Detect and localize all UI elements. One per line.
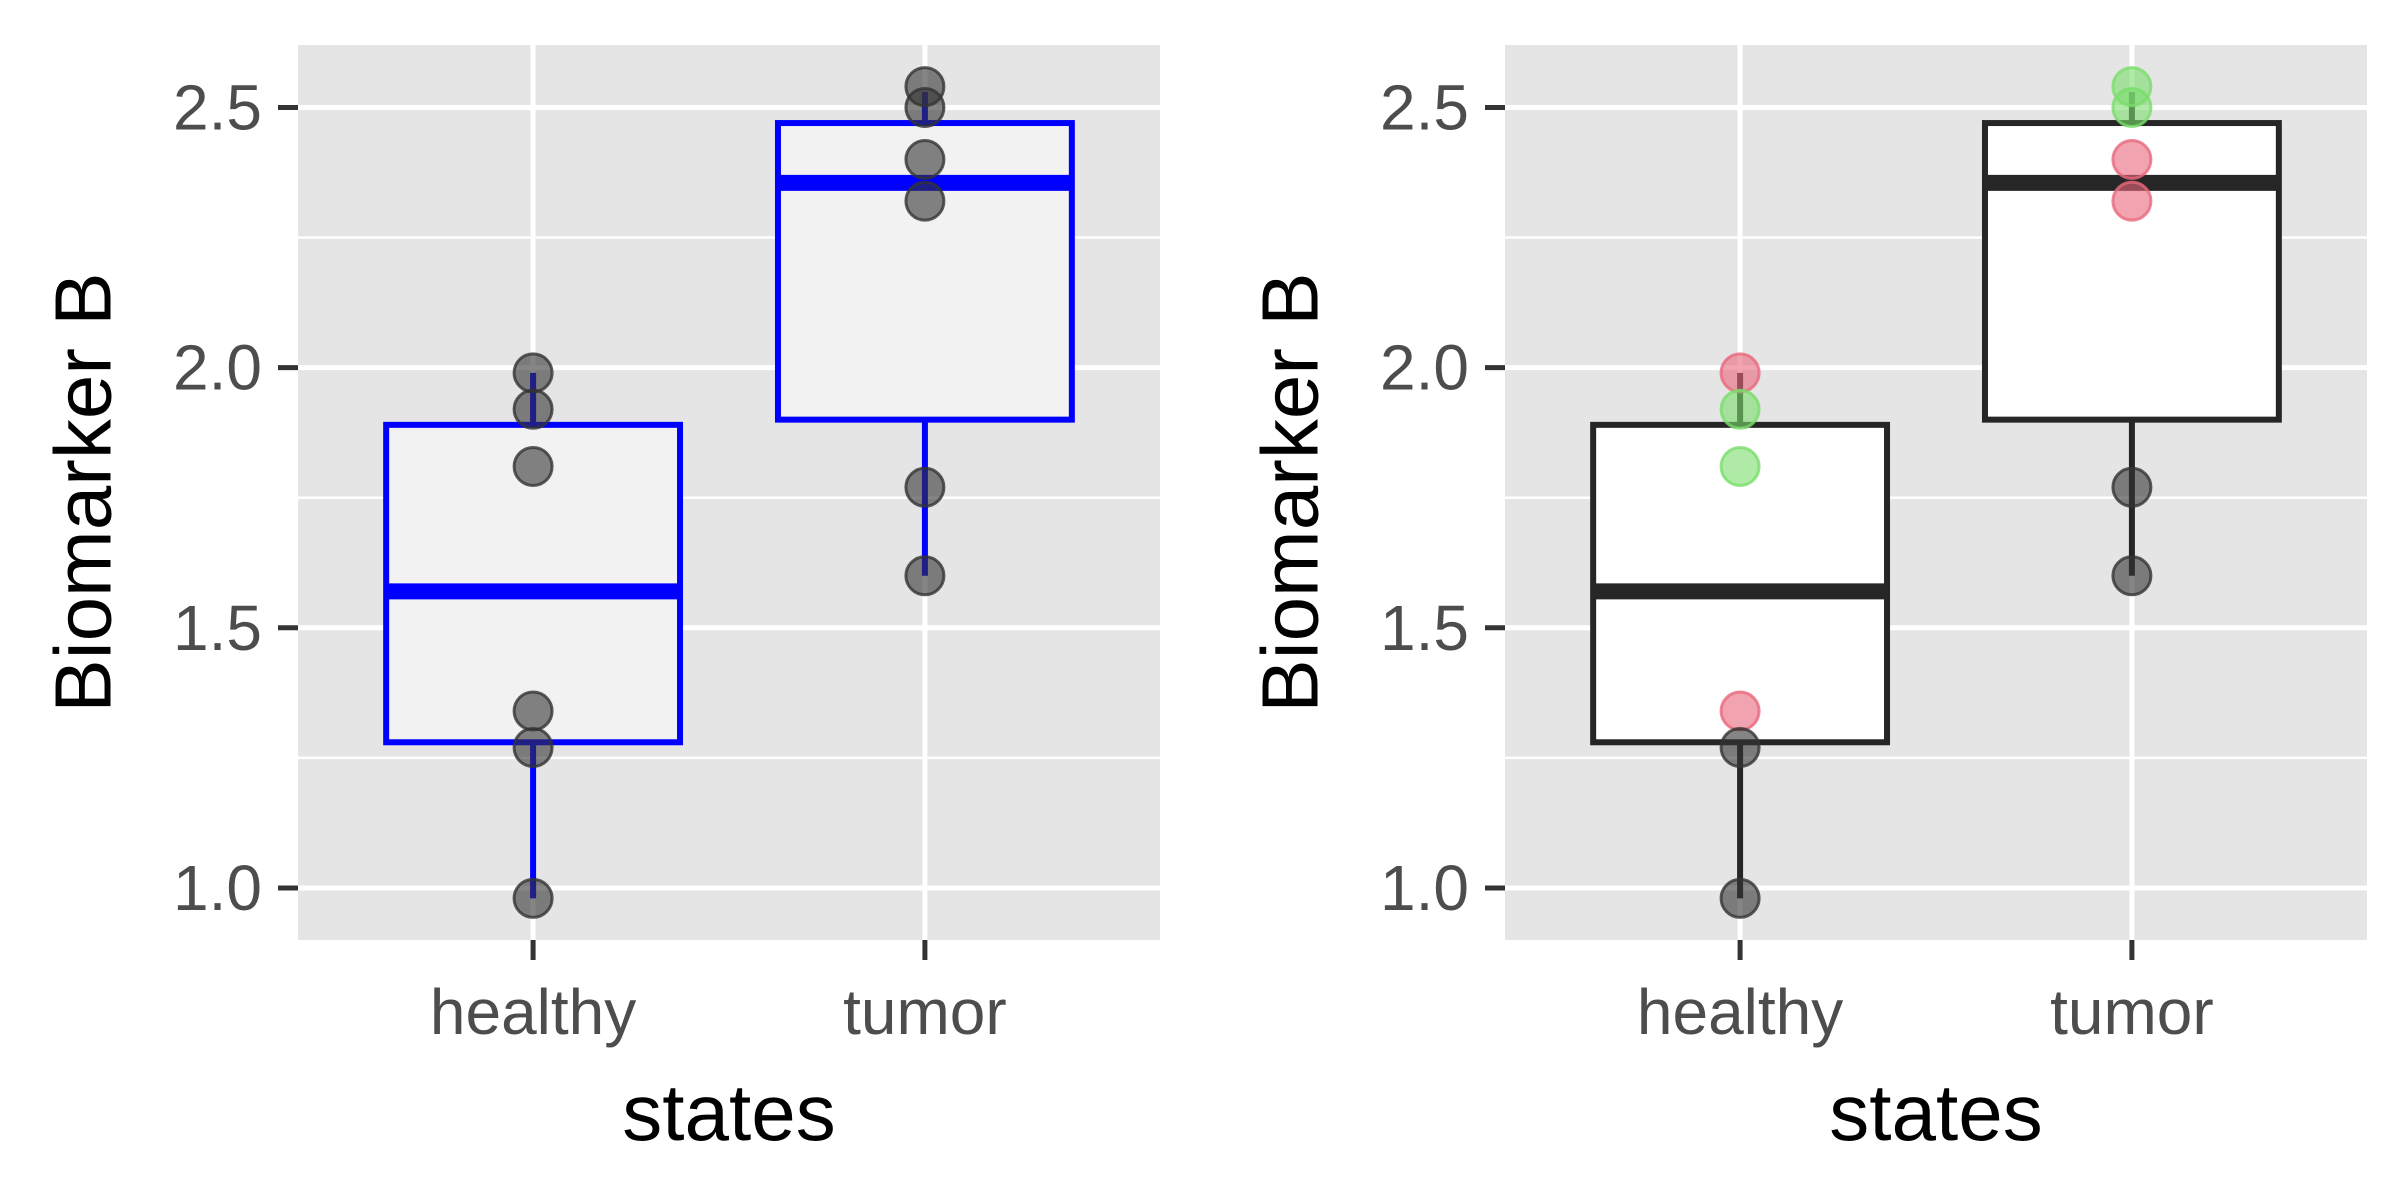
y-tick-label: 1.5 <box>173 592 262 664</box>
data-point <box>512 388 554 430</box>
x-tick-label: tumor <box>2050 976 2214 1048</box>
data-point <box>904 138 946 180</box>
x-tick-label: healthy <box>430 976 636 1048</box>
data-point <box>1719 690 1761 732</box>
y-tick-label: 1.5 <box>1380 592 1469 664</box>
data-point <box>904 555 946 597</box>
data-point <box>512 690 554 732</box>
data-point <box>1719 726 1761 768</box>
data-point <box>2111 180 2153 222</box>
x-tick-label: tumor <box>843 976 1007 1048</box>
data-point <box>2111 86 2153 128</box>
box-tumor <box>774 120 1075 423</box>
data-point <box>512 726 554 768</box>
x-tick-label: healthy <box>1637 976 1843 1048</box>
data-point <box>512 445 554 487</box>
y-tick-label: 1.0 <box>1380 852 1469 924</box>
y-tick-label: 1.0 <box>173 852 262 924</box>
y-tick-label: 2.5 <box>1380 71 1469 143</box>
data-point <box>1719 352 1761 394</box>
data-point <box>904 180 946 222</box>
data-point <box>512 877 554 919</box>
y-tick-label: 2.0 <box>1380 332 1469 404</box>
data-point <box>2111 466 2153 508</box>
x-axis-title: states <box>622 1068 835 1157</box>
data-point <box>904 86 946 128</box>
y-tick-label: 2.0 <box>173 332 262 404</box>
y-axis-title: Biomarker B <box>1246 272 1335 712</box>
x-axis-title: states <box>1829 1068 2042 1157</box>
data-point <box>2111 138 2153 180</box>
data-point <box>2111 555 2153 597</box>
data-point <box>1719 877 1761 919</box>
data-point <box>512 352 554 394</box>
data-point <box>904 466 946 508</box>
data-point <box>1719 388 1761 430</box>
y-axis-title: Biomarker B <box>39 272 128 712</box>
y-tick-label: 2.5 <box>173 71 262 143</box>
data-point <box>1719 445 1761 487</box>
